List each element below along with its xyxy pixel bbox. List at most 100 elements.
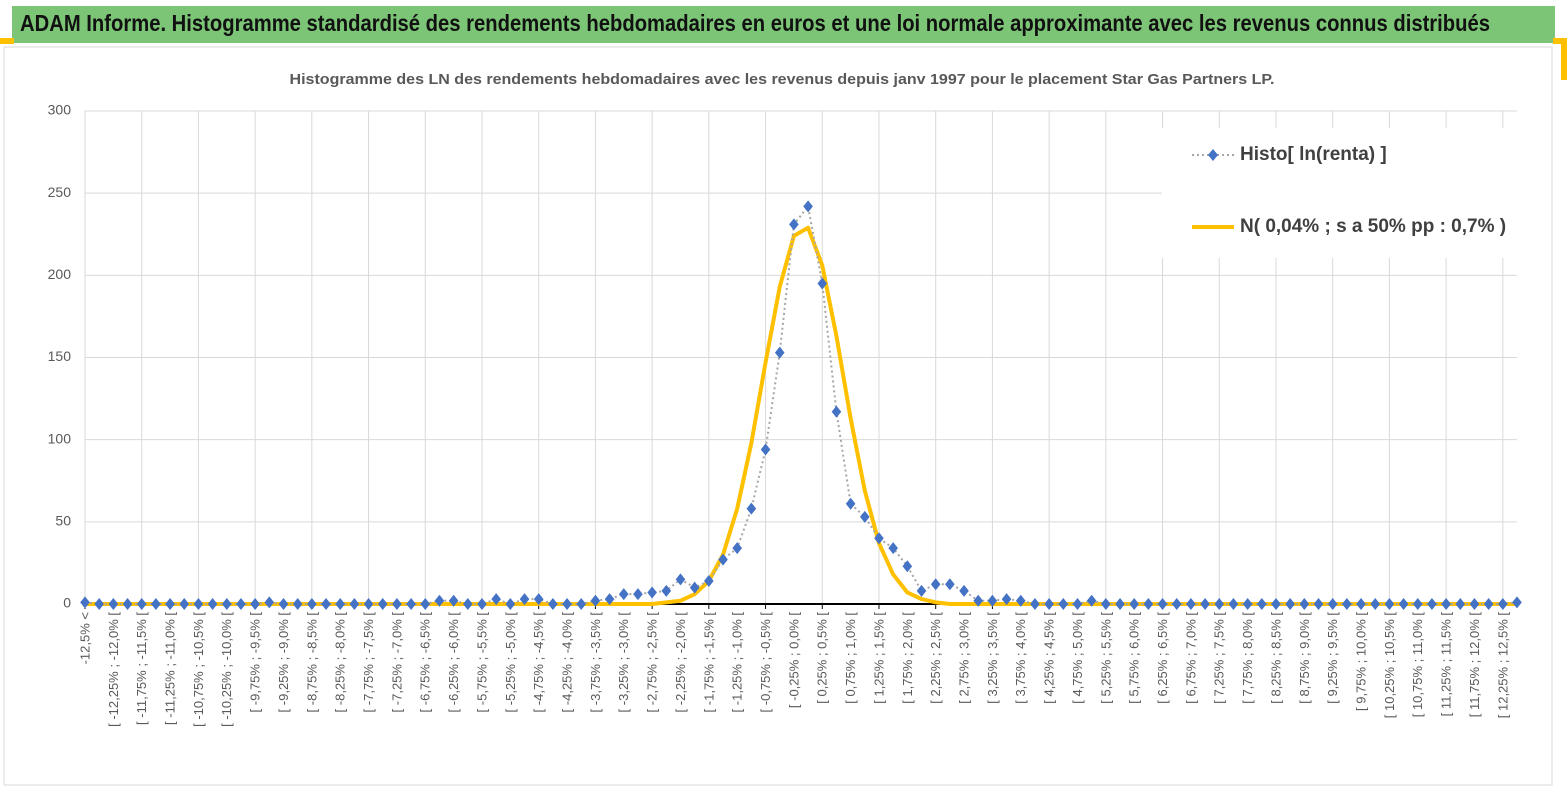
data-point (377, 598, 388, 610)
data-point (264, 596, 275, 609)
data-point (860, 510, 870, 523)
data-point (789, 218, 799, 231)
data-point (151, 598, 161, 610)
data-point (1370, 598, 1381, 610)
data-point (1469, 598, 1480, 610)
data-point (1398, 598, 1409, 610)
y-tick-label: 150 (48, 348, 72, 364)
x-tick-label: [ 8,25% ; 8,5% [ (1268, 612, 1283, 704)
data-point (463, 598, 473, 610)
data-point (746, 502, 757, 515)
data-point (1483, 598, 1494, 610)
data-point (1441, 598, 1451, 610)
legend-label: N( 0,04% ; s a 50% pp : 0,7% ) (1240, 216, 1506, 237)
corner-accent (1561, 40, 1567, 80)
legend-box (1162, 128, 1517, 258)
x-tick-label: [ -5,75% ; -5,5% [ (474, 612, 489, 713)
data-point (987, 594, 998, 607)
data-point (136, 598, 147, 610)
data-point (902, 560, 913, 573)
x-tick-label: [ -8,25% ; -8,0% [ (333, 612, 348, 713)
chart-border (3, 46, 1553, 786)
data-point (973, 594, 984, 607)
y-tick-label: 50 (55, 513, 71, 529)
x-tick-label: [ -7,25% ; -7,0% [ (389, 612, 404, 713)
x-tick-label: [ -8,75% ; -8,5% [ (304, 612, 319, 713)
header-bar (12, 6, 1555, 43)
data-point (618, 588, 629, 601)
data-point (874, 532, 884, 545)
x-tick-label: [ 7,75% ; 8,0% [ (1240, 612, 1255, 704)
data-point (349, 598, 360, 610)
y-tick-label: 250 (48, 184, 72, 200)
data-point (831, 405, 842, 418)
data-point (519, 593, 530, 606)
data-point (817, 277, 828, 290)
data-point (491, 593, 501, 606)
x-tick-label: [ -2,75% ; -2,5% [ (645, 612, 660, 713)
page-title: ADAM Informe. Histogramme standardisé de… (20, 10, 1490, 36)
data-point (1455, 598, 1466, 610)
data-point (1129, 598, 1139, 610)
x-tick-label: [ 6,75% ; 7,0% [ (1183, 612, 1198, 704)
data-point (704, 574, 714, 587)
x-tick-label: [ 5,75% ; 6,0% [ (1127, 612, 1142, 704)
data-point (1115, 598, 1125, 610)
x-tick-label: [ 2,75% ; 3,0% [ (956, 612, 971, 704)
data-point (590, 594, 601, 607)
x-tick-label: [ -3,75% ; -3,5% [ (588, 612, 603, 713)
data-point (930, 578, 941, 591)
data-point (236, 598, 246, 610)
y-tick-label: 200 (48, 266, 72, 282)
data-point (1327, 598, 1338, 610)
x-tick-label: [ 0,25% ; 0,5% [ (815, 612, 830, 704)
data-point (80, 596, 90, 609)
data-point (1356, 598, 1366, 610)
x-tick-label: [ -9,25% ; -9,0% [ (276, 612, 291, 713)
data-point (1256, 598, 1267, 610)
data-point (392, 598, 402, 610)
data-point (604, 593, 615, 606)
data-point (1030, 598, 1040, 610)
data-point (1101, 598, 1111, 610)
data-point (548, 598, 558, 610)
x-tick-label: [ 1,25% ; 1,5% [ (871, 612, 886, 704)
data-point (1058, 598, 1069, 610)
data-point (760, 443, 771, 456)
data-point (165, 598, 175, 610)
data-point (1299, 598, 1310, 610)
data-point (1271, 598, 1281, 610)
x-tick-label: [ 11,75% ; 12,0% [ (1467, 612, 1482, 718)
x-tick-label: [ 11,25% ; 11,5% [ (1439, 612, 1454, 717)
data-point (1242, 598, 1253, 610)
data-point (292, 598, 303, 610)
data-point (1498, 598, 1508, 610)
data-point (576, 598, 587, 610)
data-point (1143, 598, 1154, 610)
x-tick-label: [ -10,75% ; -10,5% [ (191, 612, 206, 727)
x-tick-label: [ -4,75% ; -4,5% [ (531, 612, 546, 713)
x-tick-label: [ -10,25% ; -10,0% [ (219, 612, 234, 727)
x-tick-label: [ 3,75% ; 4,0% [ (1013, 612, 1028, 704)
data-point (1342, 598, 1352, 610)
x-tick-label: [ 8,75% ; 9,0% [ (1297, 612, 1312, 704)
data-point (1214, 598, 1225, 610)
data-point (193, 598, 204, 610)
data-point (633, 588, 643, 601)
x-tick-label: [ -4,25% ; -4,0% [ (559, 612, 574, 713)
legend-label: Histo[ ln(renta) ] (1240, 144, 1387, 165)
x-tick-label: [ -6,75% ; -6,5% [ (418, 612, 433, 713)
x-tick-label: [ -1,75% ; -1,5% [ (701, 612, 716, 713)
data-point (307, 598, 317, 610)
data-point (1313, 598, 1324, 610)
x-tick-label: [ 4,75% ; 5,0% [ (1070, 612, 1085, 704)
data-point (505, 598, 516, 610)
data-point (1412, 598, 1423, 610)
data-point (718, 553, 728, 566)
x-tick-label: [ 4,25% ; 4,5% [ (1042, 612, 1057, 704)
x-tick-label: [ -6,25% ; -6,0% [ (446, 612, 461, 713)
data-point (1186, 598, 1196, 610)
x-tick-label: [ 7,25% ; 7,5% [ (1212, 612, 1227, 704)
